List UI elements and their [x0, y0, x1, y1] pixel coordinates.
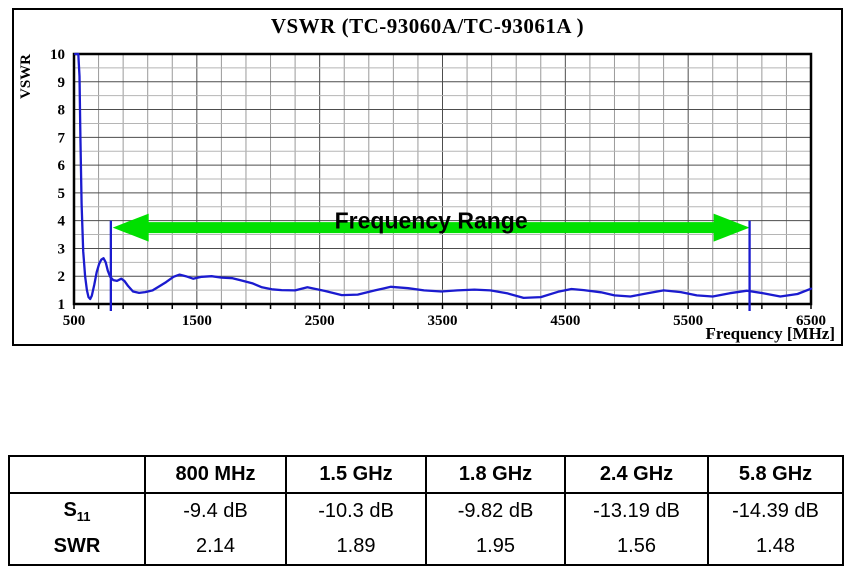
s11-cell-1-8ghz: -9.82 dB — [425, 493, 566, 529]
svg-text:6: 6 — [58, 158, 66, 174]
vswr-chart-panel: VSWR (TC-93060A/TC-93061A ) VSWR 500 1500… — [12, 8, 843, 346]
svg-text:3: 3 — [58, 241, 66, 257]
chart-grid — [73, 53, 812, 305]
svg-text:3500: 3500 — [428, 313, 458, 329]
s11-cell-1-5ghz: -10.3 dB — [285, 493, 427, 529]
vswr-chart: 500 1500 2500 3500 4500 5500 6500 1 2 3 4 5 6 7 8 9 10 F… — [50, 47, 826, 329]
frequency-range-label: Frequency Range — [335, 208, 528, 234]
row-label-swr: SWR — [8, 529, 146, 566]
s11-swr-table: 800 MHz 1.5 GHz 1.8 GHz 2.4 GHz 5.8 GHz … — [8, 455, 844, 566]
col-header-1-5ghz: 1.5 GHz — [285, 455, 427, 494]
col-header-1-8ghz: 1.8 GHz — [425, 455, 566, 494]
svg-text:1: 1 — [58, 297, 66, 313]
svg-text:4: 4 — [58, 214, 66, 230]
svg-text:9: 9 — [58, 75, 66, 91]
swr-cell-2-4ghz: 1.56 — [564, 529, 709, 566]
svg-text:500: 500 — [63, 313, 86, 329]
col-header-5-8ghz: 5.8 GHz — [707, 455, 844, 494]
svg-text:8: 8 — [58, 103, 66, 119]
s11-cell-5-8ghz: -14.39 dB — [707, 493, 844, 529]
table-header-row: 800 MHz 1.5 GHz 1.8 GHz 2.4 GHz 5.8 GHz — [8, 455, 844, 494]
col-header-2-4ghz: 2.4 GHz — [564, 455, 709, 494]
frequency-markers — [109, 220, 751, 311]
svg-text:6500: 6500 — [796, 313, 826, 329]
vswr-curve — [74, 52, 813, 301]
svg-text:5500: 5500 — [673, 313, 703, 329]
table-row-swr: SWR 2.14 1.89 1.95 1.56 1.48 — [8, 529, 844, 566]
swr-cell-5-8ghz: 1.48 — [707, 529, 844, 566]
s11-cell-800mhz: -9.4 dB — [144, 493, 287, 529]
table-corner-cell — [8, 455, 146, 494]
svg-text:1500: 1500 — [182, 313, 212, 329]
swr-cell-1-8ghz: 1.95 — [425, 529, 566, 566]
s11-base: S — [63, 499, 77, 521]
svg-text:7: 7 — [58, 130, 66, 146]
col-header-800mhz: 800 MHz — [144, 455, 287, 494]
s11-subscript: 11 — [76, 509, 91, 524]
svg-text:2: 2 — [58, 269, 66, 285]
svg-text:5: 5 — [58, 186, 66, 202]
svg-text:2500: 2500 — [305, 313, 335, 329]
chart-title: VSWR (TC-93060A/TC-93061A ) — [270, 14, 585, 38]
s11-cell-2-4ghz: -13.19 dB — [564, 493, 709, 529]
chart-axis-ticks: 500 1500 2500 3500 4500 5500 6500 1 2 3 4 5 6 7 8 9 10 — [50, 47, 826, 329]
svg-text:10: 10 — [50, 47, 65, 63]
swr-cell-800mhz: 2.14 — [144, 529, 287, 566]
table-row-s11: S11 -9.4 dB -10.3 dB -9.82 dB -13.19 dB … — [8, 493, 844, 529]
x-axis-label: Frequency [MHz] — [705, 324, 835, 343]
frequency-range-arrow: Frequency Range — [112, 208, 750, 242]
swr-cell-1-5ghz: 1.89 — [285, 529, 427, 566]
row-label-s11: S11 — [8, 493, 146, 529]
svg-text:4500: 4500 — [550, 313, 580, 329]
